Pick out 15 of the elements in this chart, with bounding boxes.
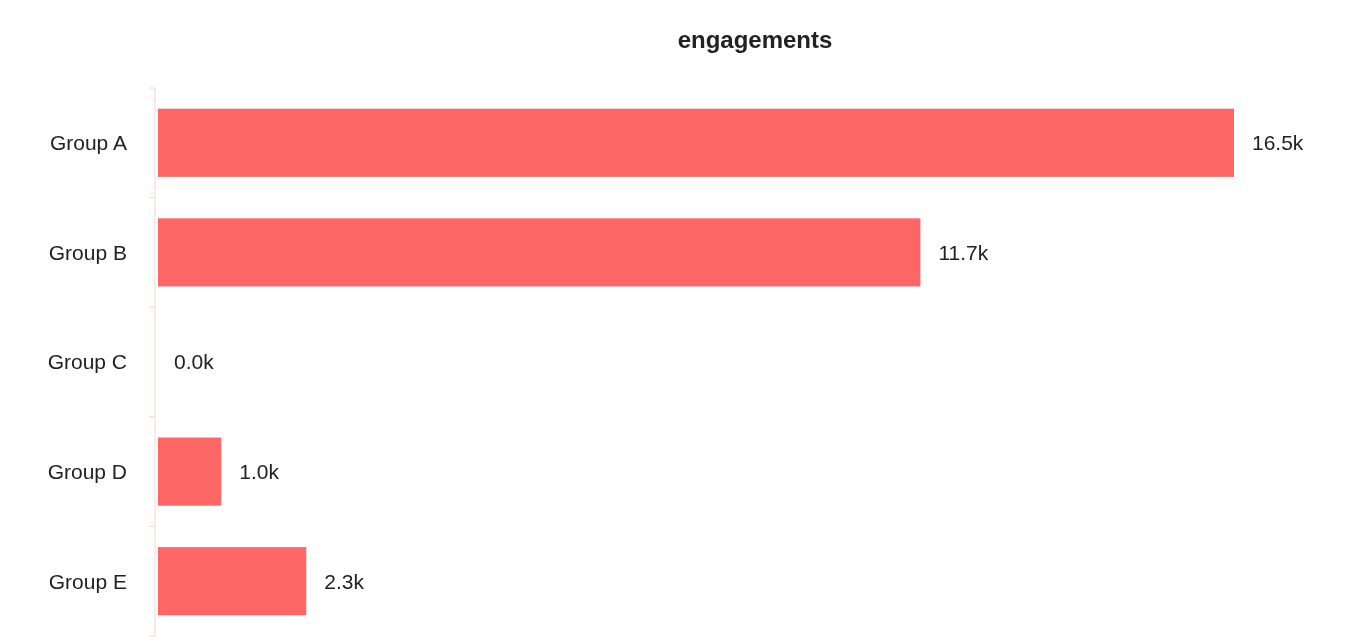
y-tick-label: Group B — [48, 240, 127, 264]
bar — [156, 216, 923, 289]
y-tick-label: Group A — [49, 131, 127, 155]
bar — [156, 435, 224, 508]
data-label: 1.0k — [239, 459, 280, 483]
y-tick-label: Group E — [48, 569, 127, 593]
data-label: 0.0k — [174, 350, 215, 374]
bar — [156, 545, 309, 618]
data-label: 11.7k — [938, 240, 989, 264]
data-label: 2.3k — [324, 569, 365, 593]
y-tick-label: Group D — [47, 459, 127, 483]
y-tick-label: Group C — [47, 350, 127, 374]
data-label: 16.5k — [1252, 131, 1304, 155]
bar — [156, 106, 1236, 179]
chart-title: engagements — [677, 26, 833, 53]
